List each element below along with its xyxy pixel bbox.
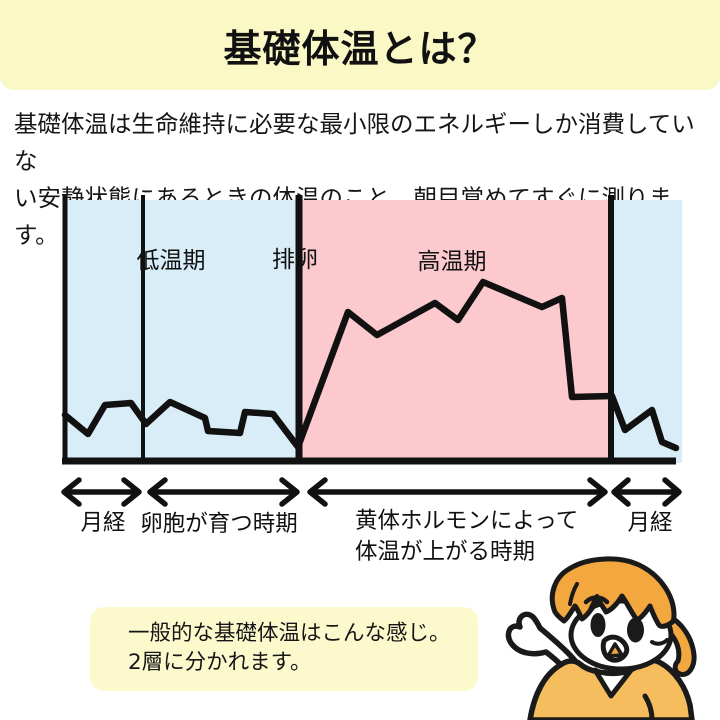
page-title: 基礎体温とは？ [223, 26, 497, 71]
note-line-1: 一般的な基礎体温はこんな感じ。 [128, 621, 451, 646]
arrow-right-chevron-icon [121, 477, 142, 507]
arrow-left-chevron-icon [147, 477, 168, 507]
intro-line-1: 基礎体温は生命維持に必要な最小限のエネルギーしか消費していな [14, 110, 695, 175]
span-arrow-menstruation-left [61, 477, 142, 507]
phase-region [143, 200, 299, 463]
phase-region [65, 200, 143, 463]
arrow-left-chevron-icon [307, 477, 328, 507]
timeline-label-luteal-line1: 黄体ホルモンによって [355, 508, 578, 534]
character-illustration [505, 556, 697, 720]
high-phase-label: 高温期 [418, 249, 487, 275]
span-arrow-luteal [307, 477, 608, 507]
low-phase-label: 低温期 [137, 248, 206, 274]
character-left-eye [590, 613, 606, 637]
arrow-left-chevron-icon [611, 477, 631, 507]
arrow-right-chevron-icon [279, 477, 300, 507]
character-tongue [606, 642, 624, 658]
timeline-label-menstruation-right: 月経 [627, 510, 672, 536]
character-right-eye [627, 617, 644, 643]
phase-region [299, 200, 611, 463]
note-box: 一般的な基礎体温はこんな感じ。 2層に分かれます。 [90, 607, 478, 691]
note-line-2: 2層に分かれます。 [128, 649, 312, 675]
span-arrow-menstruation-right [611, 477, 682, 507]
timeline-label-follicular: 卵胞が育つ時期 [140, 511, 298, 537]
temperature-line [61, 278, 680, 452]
timeline-label-menstruation-left: 月経 [80, 510, 125, 536]
arrow-right-chevron-icon [662, 477, 682, 507]
timeline-label-luteal-line2: 体温が上がる時期 [355, 539, 535, 565]
character-eyebrow [583, 595, 610, 605]
header-banner: 基礎体温とは？ [0, 0, 720, 90]
character-hair-strand [568, 582, 579, 606]
arrow-left-chevron-icon [61, 477, 82, 507]
character-sleeve-line [642, 693, 655, 720]
bbt-chart: 低温期 排卵 高温期 月経 卵胞が育つ時期 黄体ホルモンによって 体温が上がる時 [61, 195, 682, 565]
character-cheek-line [650, 638, 669, 646]
ovulation-label: 排卵 [272, 247, 318, 273]
arrow-right-chevron-icon [587, 477, 608, 507]
span-arrow-follicular [147, 477, 300, 507]
